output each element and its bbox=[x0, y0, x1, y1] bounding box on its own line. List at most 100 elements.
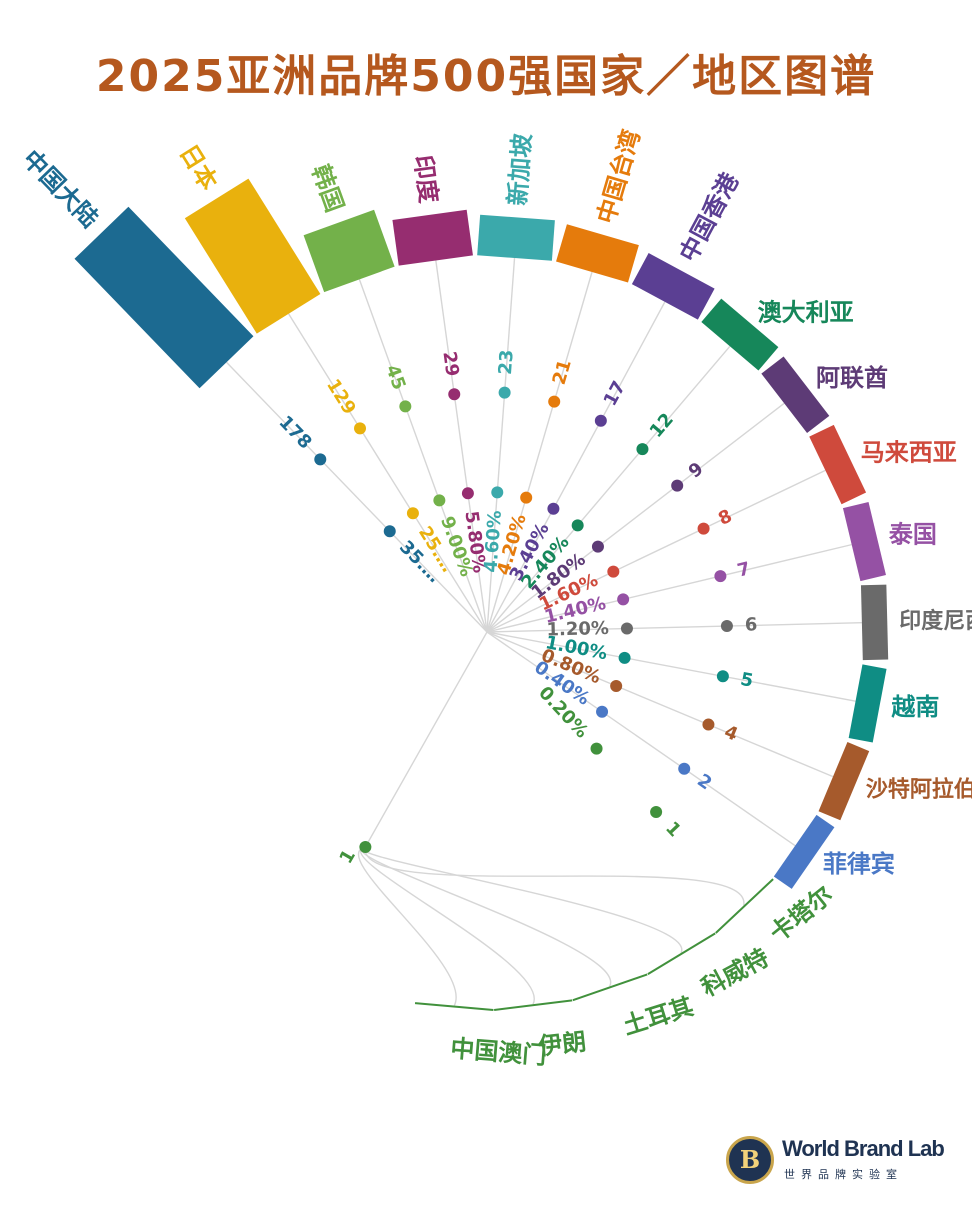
category-label-印度尼西亚: 印度尼西亚 bbox=[899, 608, 972, 634]
count-marker-阿联酋 bbox=[671, 479, 684, 492]
share-marker-阿联酋 bbox=[591, 540, 604, 553]
share-label-新加坡: 4.60% bbox=[480, 510, 506, 574]
bar-越南 bbox=[848, 664, 887, 743]
spoke-澳大利亚 bbox=[486, 345, 731, 633]
bar-菲律宾 bbox=[773, 814, 835, 889]
share-marker-泰国 bbox=[617, 593, 630, 606]
share-label-印度尼西亚: 1.20% bbox=[546, 618, 609, 641]
category-label-中国澳门: 中国澳门 bbox=[449, 1034, 547, 1069]
category-label-中国大陆: 中国大陆 bbox=[17, 145, 104, 234]
spoke-沙特阿拉伯 bbox=[486, 631, 834, 778]
count-marker-中国大陆 bbox=[314, 453, 327, 466]
logo-subtitle: 世界品牌实验室 bbox=[784, 1168, 903, 1181]
category-label-沙特阿拉伯: 沙特阿拉伯 bbox=[866, 776, 972, 802]
count-marker-日本 bbox=[354, 422, 367, 435]
bar-科威特 bbox=[647, 932, 716, 975]
category-label-科威特: 科威特 bbox=[697, 943, 774, 1002]
bar-阿联酋 bbox=[761, 356, 830, 434]
count-marker-越南 bbox=[716, 670, 729, 683]
bar-韩国 bbox=[303, 209, 395, 293]
single-brand-node bbox=[359, 840, 372, 853]
count-label-日本: 129 bbox=[322, 375, 360, 418]
bar-新加坡 bbox=[477, 214, 555, 261]
brand-seal-icon: B bbox=[726, 1136, 774, 1184]
spoke-韩国 bbox=[358, 279, 488, 633]
count-marker-菲律宾 bbox=[678, 762, 691, 775]
count-label-越南: 5 bbox=[739, 669, 755, 692]
spoke-中国澳门 bbox=[357, 846, 457, 1006]
share-marker-越南 bbox=[618, 651, 631, 664]
category-label-中国香港: 中国香港 bbox=[674, 168, 745, 267]
share-marker-中国香港 bbox=[547, 502, 560, 515]
share-marker-新加坡 bbox=[491, 486, 504, 499]
spoke-印度 bbox=[435, 260, 488, 633]
category-label-伊朗: 伊朗 bbox=[536, 1028, 588, 1061]
count-marker-卡塔尔 bbox=[650, 806, 663, 819]
spoke-印度尼西亚 bbox=[486, 622, 862, 633]
category-label-阿联酋: 阿联酋 bbox=[816, 364, 888, 392]
spoke-中国大陆 bbox=[225, 361, 488, 633]
count-marker-澳大利亚 bbox=[636, 443, 649, 456]
spoke-泰国 bbox=[486, 543, 852, 633]
category-label-日本: 日本 bbox=[174, 140, 223, 196]
count-label-沙特阿拉伯: 4 bbox=[721, 721, 741, 745]
spoke-中国台湾 bbox=[486, 271, 593, 633]
category-label-土耳其: 土耳其 bbox=[620, 992, 697, 1040]
share-marker-菲律宾 bbox=[596, 705, 609, 718]
count-label-阿联酋: 9 bbox=[685, 458, 708, 482]
count-marker-韩国 bbox=[399, 400, 412, 413]
bar-泰国 bbox=[842, 502, 886, 582]
count-marker-中国台湾 bbox=[548, 395, 561, 408]
single-brand-count: 1 bbox=[336, 846, 360, 867]
spoke-新加坡 bbox=[486, 257, 516, 633]
category-label-菲律宾: 菲律宾 bbox=[823, 850, 895, 878]
share-marker-中国大陆 bbox=[383, 525, 396, 538]
share-marker-澳大利亚 bbox=[571, 519, 584, 532]
spoke-日本 bbox=[287, 313, 488, 633]
spoke-卡塔尔 bbox=[364, 631, 745, 906]
bar-中国台湾 bbox=[556, 224, 639, 283]
count-label-马来西亚: 8 bbox=[715, 505, 735, 529]
share-marker-马来西亚 bbox=[607, 565, 620, 578]
share-marker-沙特阿拉伯 bbox=[610, 679, 623, 692]
count-label-印度尼西亚: 6 bbox=[745, 614, 758, 635]
world-brand-lab-logo: B World Brand Lab 世界品牌实验室 bbox=[726, 1134, 945, 1190]
count-label-中国香港: 17 bbox=[600, 378, 630, 410]
count-label-印度: 29 bbox=[438, 350, 462, 378]
count-marker-印度 bbox=[448, 388, 461, 401]
count-marker-印度尼西亚 bbox=[720, 620, 733, 633]
bar-卡塔尔 bbox=[715, 878, 774, 934]
spoke-马来西亚 bbox=[486, 469, 826, 633]
bar-沙特阿拉伯 bbox=[818, 742, 870, 821]
count-label-菲律宾: 2 bbox=[693, 770, 715, 794]
category-label-中国台湾: 中国台湾 bbox=[592, 127, 646, 227]
bar-中国大陆 bbox=[74, 206, 254, 389]
bar-中国澳门 bbox=[414, 1002, 494, 1011]
share-marker-日本 bbox=[406, 507, 419, 520]
count-label-韩国: 45 bbox=[381, 362, 409, 393]
spoke-伊朗 bbox=[360, 846, 535, 1005]
share-marker-印度 bbox=[461, 487, 474, 500]
count-marker-新加坡 bbox=[498, 386, 511, 399]
category-label-新加坡: 新加坡 bbox=[503, 133, 536, 207]
category-label-印度: 印度 bbox=[408, 153, 442, 205]
spoke-土耳其 bbox=[361, 846, 612, 987]
bar-澳大利亚 bbox=[701, 298, 779, 371]
category-label-澳大利亚: 澳大利亚 bbox=[758, 299, 854, 327]
count-label-泰国: 7 bbox=[735, 558, 752, 581]
bar-土耳其 bbox=[572, 973, 648, 1002]
bar-印度尼西亚 bbox=[860, 584, 889, 661]
spoke-科威特 bbox=[361, 846, 683, 954]
count-label-卡塔尔: 1 bbox=[661, 818, 685, 842]
category-label-越南: 越南 bbox=[891, 693, 939, 721]
category-label-卡塔尔: 卡塔尔 bbox=[764, 881, 838, 948]
spoke-中国香港 bbox=[486, 301, 666, 633]
bars bbox=[74, 178, 889, 1011]
share-marker-韩国 bbox=[433, 494, 446, 507]
bar-伊朗 bbox=[493, 999, 573, 1011]
count-marker-泰国 bbox=[714, 570, 727, 583]
spoke-菲律宾 bbox=[486, 631, 796, 847]
count-label-中国台湾: 21 bbox=[549, 357, 576, 387]
